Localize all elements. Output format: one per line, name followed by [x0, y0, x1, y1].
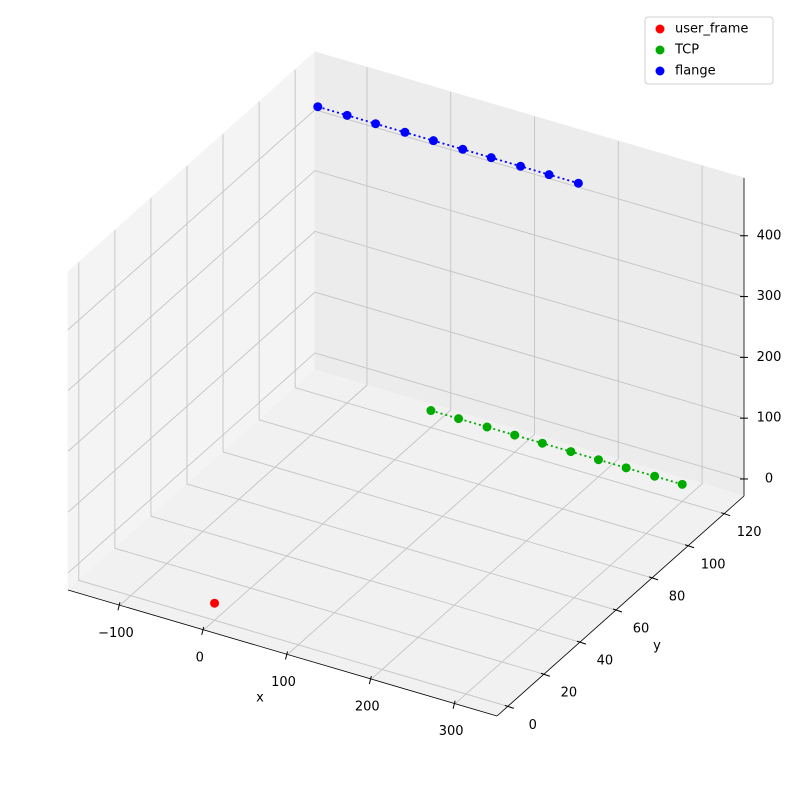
z-tick-label: 0 [765, 471, 773, 486]
z-tick-label: 100 [757, 411, 782, 426]
y-tick-label: 80 [669, 589, 686, 604]
x-axis-line [67, 589, 498, 717]
y-tick [576, 640, 587, 645]
grid-line [67, 352, 745, 574]
point [313, 102, 323, 112]
point [677, 479, 687, 489]
y-tick-label: 0 [529, 718, 537, 733]
y-axis-label: y [653, 639, 661, 654]
point [400, 127, 410, 137]
point [454, 414, 464, 424]
grid-line [294, 69, 725, 515]
grid-line [203, 91, 452, 631]
y-tick [540, 672, 551, 677]
grid-line [258, 101, 689, 547]
grid-line [67, 291, 745, 513]
point [650, 471, 660, 481]
panes [66, 50, 746, 717]
x-tick-label: 200 [355, 700, 380, 715]
grid-line [78, 262, 508, 707]
y-tick [684, 544, 695, 549]
grid-line [150, 198, 581, 643]
point [210, 598, 220, 608]
y-tick-label: 20 [561, 686, 578, 701]
x-tick-label: 300 [439, 724, 464, 739]
x-tick [285, 651, 289, 660]
point [544, 170, 554, 180]
y-tick [612, 608, 623, 613]
point [537, 438, 547, 448]
grid-line [119, 67, 368, 606]
y-tick-label: 100 [701, 557, 726, 572]
y-tick [504, 704, 514, 709]
point [486, 153, 496, 163]
point [426, 406, 436, 416]
grid-line [67, 230, 745, 452]
point [593, 455, 603, 465]
y-tick [721, 512, 731, 517]
point [621, 463, 631, 473]
x-tick [117, 602, 121, 611]
point [371, 119, 381, 129]
point [516, 161, 526, 171]
point [342, 110, 352, 120]
legend-marker [655, 66, 665, 76]
grid-line [67, 170, 745, 391]
series-line [317, 105, 579, 185]
x-tick-label: −100 [98, 626, 134, 641]
legend-label: flange [675, 64, 716, 79]
x-tick [452, 700, 456, 709]
point [510, 430, 520, 440]
series-line [430, 409, 683, 486]
z-tick-label: 300 [757, 289, 782, 304]
legend-marker [655, 24, 665, 34]
z-tick-label: 400 [757, 228, 782, 243]
y-tick [648, 576, 659, 581]
legend-marker [655, 45, 665, 55]
grid-line [186, 166, 617, 611]
y-tick-label: 120 [737, 525, 762, 540]
legend-label: user_frame [675, 22, 748, 37]
legend-label: TCP [674, 43, 699, 58]
grid-line [287, 116, 535, 655]
x-axis-label: x [256, 691, 264, 706]
y-tick-label: 40 [597, 654, 614, 669]
grid-line [222, 133, 653, 579]
point [573, 178, 583, 188]
point [482, 422, 492, 432]
grid-line [114, 230, 545, 675]
x-tick [201, 626, 205, 635]
point [458, 144, 468, 154]
x-tick [368, 675, 372, 685]
y-tick-label: 60 [633, 622, 650, 637]
grid-line [454, 165, 703, 705]
x-tick-label: 100 [271, 675, 296, 690]
grid-line [371, 141, 619, 680]
z-tick-label: 200 [757, 350, 782, 365]
point [428, 136, 438, 146]
x-tick-label: 0 [196, 650, 204, 665]
y-axis-line [496, 495, 745, 717]
legend-box [644, 16, 774, 85]
point [566, 447, 576, 457]
